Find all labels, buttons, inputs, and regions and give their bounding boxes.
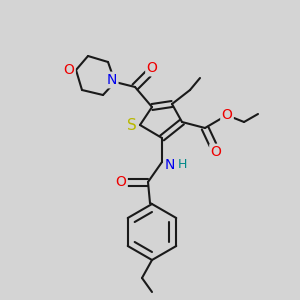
Text: O: O: [211, 145, 221, 159]
Text: N: N: [107, 73, 117, 87]
Text: O: O: [222, 108, 232, 122]
Text: O: O: [64, 63, 74, 77]
Text: H: H: [177, 158, 187, 172]
Text: S: S: [127, 118, 137, 133]
Text: O: O: [116, 175, 126, 189]
Text: O: O: [147, 61, 158, 75]
Text: N: N: [165, 158, 175, 172]
